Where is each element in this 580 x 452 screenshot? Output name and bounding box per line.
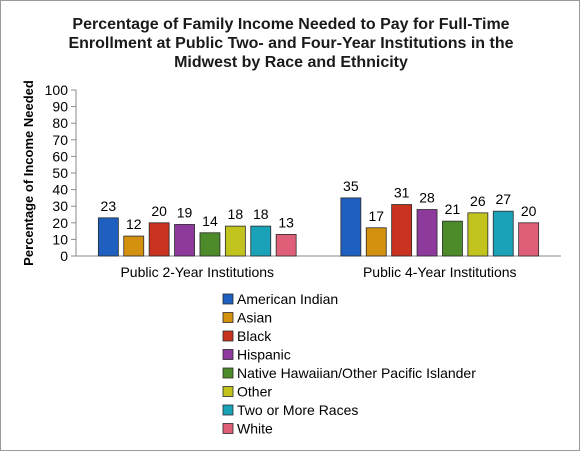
y-tick-label: 70 [52,132,68,148]
bar [492,210,514,257]
bar [275,234,297,257]
data-label: 20 [521,203,537,219]
legend-swatch [222,312,234,323]
y-tick-label: 30 [52,198,68,214]
bar [518,222,540,257]
bar [97,217,119,257]
data-label: 31 [394,185,410,201]
y-tick-label: 40 [52,182,68,198]
bar [250,225,272,257]
x-category-label: Public 2-Year Institutions [120,264,274,280]
bar [199,232,221,257]
legend-label: Asian [237,310,272,326]
bar [365,227,387,257]
data-label: 18 [253,206,269,222]
chart-title-line: Percentage of Family Income Needed to Pa… [72,16,509,33]
chart-title-line: Midwest by Race and Ethnicity [174,54,408,71]
legend-swatch [222,293,234,305]
data-label: 27 [495,191,511,207]
bar [391,204,413,257]
legend-label: American Indian [237,291,338,307]
legend-swatch [222,423,234,434]
legend-swatch [222,349,234,360]
legend-label: Native Hawaiian/Other Pacific Islander [237,365,476,381]
bar [467,212,489,257]
y-axis-label: Percentage of Income Needed [21,80,36,266]
legend-label: Other [237,384,272,400]
legend-label: Two or More Races [237,402,358,418]
y-tick-label: 90 [52,99,68,115]
legend-label: White [237,421,273,437]
y-tick-label: 50 [52,165,68,181]
data-label: 23 [101,198,117,214]
data-label: 26 [470,193,486,209]
data-label: 12 [126,216,142,232]
data-label: 28 [419,190,435,206]
legend-swatch [222,386,234,397]
legend-swatch [222,330,234,342]
y-tick-label: 20 [52,215,68,231]
legend-swatch [222,367,234,379]
y-tick-label: 100 [45,82,69,98]
data-label: 17 [368,208,384,224]
data-label: 35 [343,178,359,194]
bar [442,220,463,257]
chart-title: Percentage of Family Income Needed to Pa… [68,16,513,71]
legend: American Indian Asian Black Hispanic Native … [222,291,476,437]
data-label: 14 [202,213,218,229]
chart-title-line: Enrollment at Public Two- and Four-Year … [68,35,513,52]
data-label: 13 [278,214,294,230]
y-tick-label: 60 [52,148,68,164]
legend-swatch [222,404,234,416]
bar [340,197,362,257]
bar [148,222,170,257]
data-label: 21 [445,201,461,217]
data-label: 20 [151,203,167,219]
bars: 23 12 20 19 14 18 18 13 35 17 31 28 21 26 27 20 [97,178,540,257]
data-label: 19 [177,204,193,220]
bar [123,235,145,257]
legend-label: Hispanic [237,347,291,363]
bar [416,209,438,257]
bar [174,224,195,257]
y-tick-label: 80 [52,115,68,131]
y-tick-label: 0 [60,248,68,264]
bar [224,225,246,257]
legend-label: Black [237,328,272,344]
y-tick-label: 10 [52,231,68,247]
data-label: 18 [228,206,244,222]
x-category-label: Public 4-Year Institutions [363,264,517,280]
